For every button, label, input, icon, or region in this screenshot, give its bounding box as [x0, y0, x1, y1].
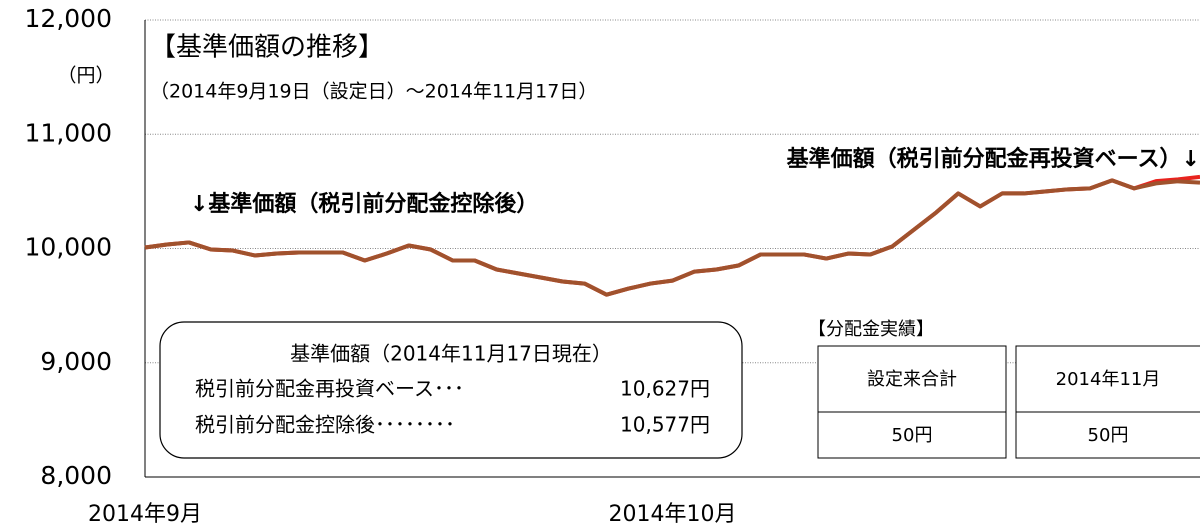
table-cell: [817, 411, 1007, 459]
table-value: 50円: [892, 425, 933, 446]
nav-box: 基準価額（2014年11月17日現在） 税引前分配金再投資ベース･･･ 10,6…: [159, 321, 743, 459]
nav-row-label: 税引前分配金再投資ベース･･･: [195, 377, 464, 401]
y-tick-label: 10,000: [25, 233, 112, 262]
x-tick-label: 2014年10月: [609, 502, 737, 527]
y-tick-label: 8,000: [40, 461, 112, 490]
y-tick-label: 12,000: [25, 4, 112, 33]
y-tick-label: 11,000: [25, 118, 112, 147]
table-cell: [1015, 411, 1200, 459]
table-header: 2014年11月: [1056, 369, 1161, 390]
table-heading: 【分配金実績】: [808, 319, 934, 340]
chart-subtitle: （2014年9月19日（設定日）～2014年11月17日）: [150, 81, 597, 103]
table-header: 設定来合計: [867, 369, 957, 390]
series-line: [144, 178, 1200, 297]
nav-row-value: 10,627円: [620, 377, 710, 401]
nav-row-value: 10,577円: [620, 413, 710, 437]
y-axis-label: （円）: [57, 65, 114, 87]
table-cell: [817, 345, 1007, 413]
x-tick-label: 2014年9月: [88, 502, 202, 527]
series-label: 基準価額（税引前分配金再投資ベース）↓: [787, 146, 1200, 172]
table-value: 50円: [1088, 425, 1129, 446]
chart-title: 【基準価額の推移】: [150, 33, 384, 63]
y-tick-label: 9,000: [40, 347, 112, 376]
distribution-table: 【分配金実績】 設定来合計 2014年11月 50円 50円: [808, 319, 1200, 459]
nav-box-frame: [159, 321, 743, 459]
nav-row-label: 税引前分配金控除後････････: [195, 413, 455, 437]
series-label: ↓基準価額（税引前分配金控除後）: [190, 191, 538, 217]
nav-heading: 基準価額（2014年11月17日現在）: [290, 342, 612, 366]
